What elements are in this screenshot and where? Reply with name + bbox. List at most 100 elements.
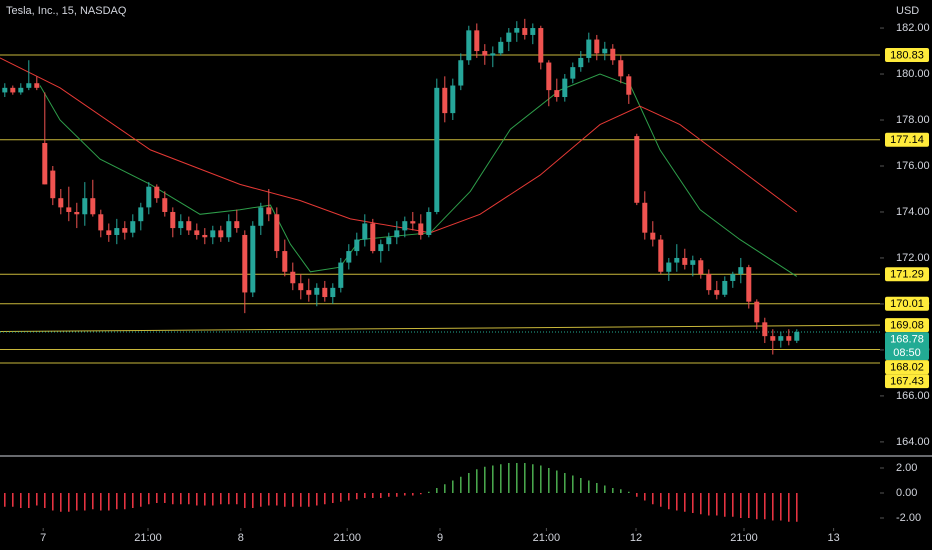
candle-body (730, 274, 736, 281)
price-label: 171.29 (890, 269, 924, 281)
candle-body (674, 257, 680, 263)
price-label-box (885, 332, 929, 361)
candle-body (634, 136, 640, 203)
candle-body (786, 336, 792, 341)
candle-body (546, 62, 552, 91)
candle-body (498, 41, 504, 54)
x-tick-label: 21:00 (730, 532, 758, 544)
price-label-box (885, 267, 929, 282)
candle-body (122, 228, 128, 233)
price-label: 169.08 (890, 320, 924, 332)
candle-body (386, 237, 392, 245)
candle-body (202, 234, 208, 238)
candle-body (194, 230, 200, 235)
candle-body (226, 221, 232, 238)
candle-body (130, 221, 136, 233)
candle-body (162, 198, 168, 212)
y-tick-label: 166.00 (896, 390, 930, 402)
candle-body (538, 28, 544, 63)
candle-body (602, 48, 608, 54)
candle-body (698, 260, 704, 275)
moving-average (0, 57, 798, 234)
candle-body (314, 287, 320, 295)
candle-body (186, 221, 192, 231)
x-tick-label: 21:00 (333, 532, 361, 544)
candle-body (762, 322, 768, 337)
price-label-box (885, 360, 929, 375)
candle-body (82, 198, 88, 215)
candle-body (234, 221, 240, 229)
candle-body (290, 271, 296, 284)
candle-body (426, 211, 432, 235)
y-tick-label: 180.00 (896, 68, 930, 80)
candle-body (2, 87, 8, 93)
candle-body (58, 198, 64, 208)
y-tick-label: 176.00 (896, 160, 930, 172)
candle-body (610, 48, 616, 61)
candle-body (650, 232, 656, 240)
x-tick-label: 7 (40, 532, 46, 544)
candle-body (690, 260, 696, 265)
x-tick-label: 12 (630, 532, 642, 544)
price-label-box (885, 296, 929, 311)
candle-body (706, 274, 712, 291)
candle-body (554, 90, 560, 98)
x-tick-label: 8 (238, 532, 244, 544)
candle-body (562, 78, 568, 98)
candle-body (658, 239, 664, 272)
candle-body (330, 287, 336, 298)
candle-body (570, 67, 576, 79)
candle-body (522, 28, 528, 35)
candle-body (210, 230, 216, 238)
x-tick-label: 13 (827, 532, 839, 544)
candle-body (346, 251, 352, 263)
candle-body (250, 225, 256, 293)
countdown-label: 08:50 (893, 347, 921, 359)
candle-body (138, 207, 144, 222)
y-tick-label: 178.00 (896, 114, 930, 126)
candle-body (778, 336, 784, 341)
currency-label: USD (896, 5, 919, 17)
price-label: 167.43 (890, 376, 924, 388)
price-label: 180.83 (890, 49, 924, 61)
candle-body (26, 83, 32, 88)
candle-body (106, 230, 112, 235)
price-label-box (885, 132, 929, 147)
candle-body (514, 28, 520, 33)
candle-body (666, 262, 672, 272)
candle-body (490, 53, 496, 56)
candle-body (154, 186, 160, 199)
candle-body (506, 32, 512, 42)
candle-body (274, 214, 280, 252)
y-tick-label: 172.00 (896, 252, 930, 264)
candle-body (66, 207, 72, 212)
candle-body (722, 280, 728, 295)
candle-body (114, 228, 120, 235)
candle-body (98, 214, 104, 231)
y-tick-label: 2.00 (896, 462, 917, 474)
price-label-box (885, 374, 929, 389)
candle-body (306, 290, 312, 295)
x-tick-label: 9 (437, 532, 443, 544)
y-tick-label: -2.00 (896, 512, 921, 524)
candle-body (530, 28, 536, 35)
candle-body (362, 223, 368, 240)
price-label: 168.02 (890, 362, 924, 374)
candle-body (370, 223, 376, 252)
candle-body (626, 76, 632, 95)
candle-body (258, 207, 264, 226)
trendline (0, 324, 881, 333)
candle-body (682, 257, 688, 265)
candle-body (42, 143, 48, 185)
candle-body (338, 262, 344, 288)
y-tick-label: 174.00 (896, 206, 930, 218)
candle-body (458, 60, 464, 86)
candle-body (594, 39, 600, 54)
candle-body (34, 83, 40, 88)
candle-body (298, 283, 304, 291)
candle-body (482, 51, 488, 56)
candle-body (410, 221, 416, 224)
y-tick-label: 182.00 (896, 22, 930, 34)
